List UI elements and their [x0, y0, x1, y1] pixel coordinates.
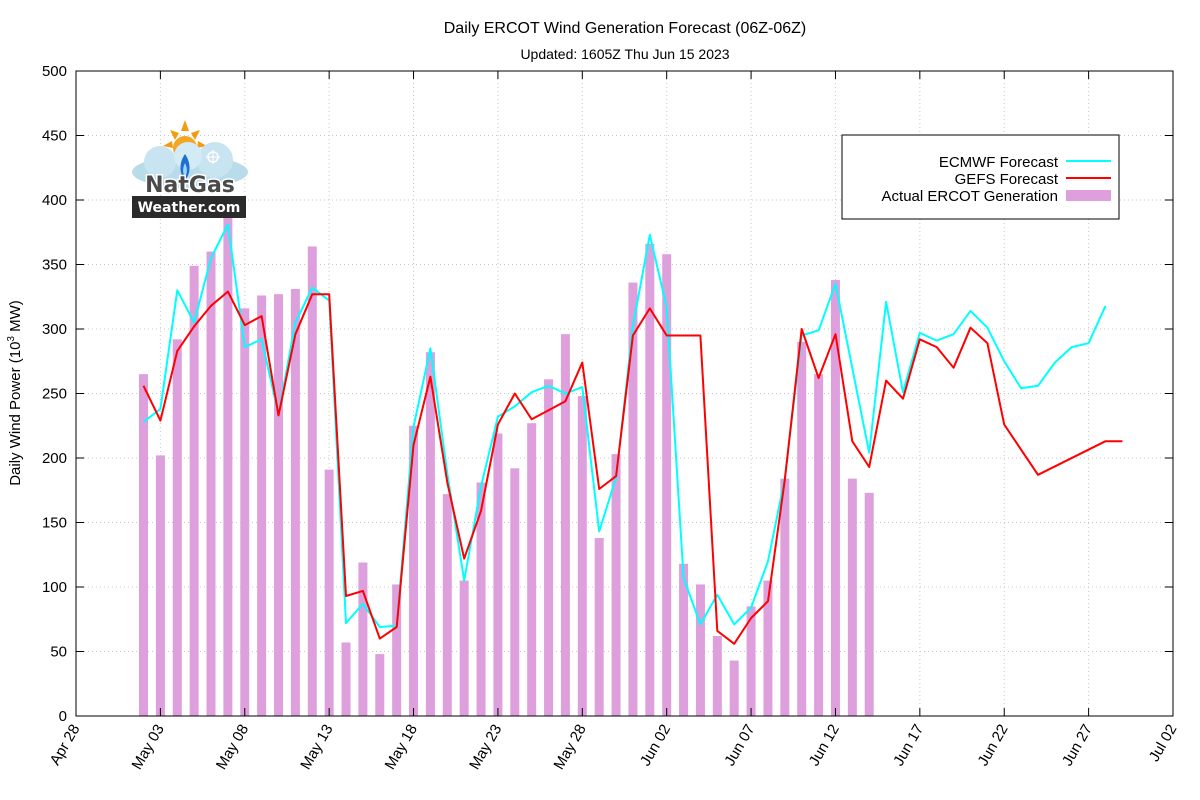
actual-generation-bar: [409, 425, 419, 716]
legend-swatch-actual: [1066, 190, 1111, 201]
x-tick-label: Jul 02: [1146, 722, 1181, 765]
x-tick-label: Jun 12: [806, 722, 843, 770]
actual-generation-bar: [240, 308, 250, 716]
ecmwf-forecast-line: [142, 223, 1107, 628]
actual-generation-bar: [695, 584, 705, 716]
legend: ECMWF Forecast GEFS Forecast Actual ERCO…: [841, 134, 1120, 220]
flame-icon: [180, 154, 190, 180]
x-tick-label: May 08: [213, 722, 252, 773]
y-tick-label: 50: [50, 644, 67, 661]
x-tick-label: May 28: [550, 722, 589, 773]
actual-generation-bar: [223, 212, 233, 716]
natgas-weather-logo: NatGas Weather.com: [132, 120, 248, 218]
actual-generation-bar: [290, 289, 300, 716]
x-tick-label: Jun 22: [974, 721, 1011, 769]
x-tick-label: Apr 28: [47, 722, 84, 769]
actual-generation-bar: [780, 478, 790, 716]
actual-generation-bar: [560, 334, 570, 716]
x-tick-label: Jun 07: [721, 722, 758, 770]
actual-generation-bar: [814, 374, 824, 716]
forecast-lines: [142, 223, 1123, 645]
actual-generation-bar: [189, 265, 199, 716]
logo-text-natgas: NatGas: [145, 173, 235, 198]
y-tick-label: 400: [42, 192, 67, 209]
y-tick-label: 150: [42, 515, 67, 532]
y-tick-label: 500: [42, 63, 67, 80]
legend-label-gefs: GEFS Forecast: [955, 171, 1059, 188]
actual-generation-bar: [662, 254, 672, 716]
x-tick-label: May 23: [466, 722, 505, 773]
y-axis-label-exponent: 3: [6, 336, 17, 342]
actual-generation-bar: [172, 339, 182, 716]
x-tick-label: May 03: [129, 722, 168, 773]
x-tick-label: May 18: [382, 722, 421, 773]
actual-generation-bar: [155, 455, 165, 716]
legend-label-ecmwf: ECMWF Forecast: [939, 154, 1059, 171]
actual-generation-bar: [679, 563, 689, 716]
y-axis: 0 50 100 150 200 250 300 350 400 450 500: [42, 63, 1173, 725]
snowflake-icon: [206, 150, 220, 164]
y-tick-label: 100: [42, 579, 67, 596]
actual-generation-bar: [527, 423, 537, 716]
y-tick-label: 300: [42, 321, 67, 338]
y-tick-label: 250: [42, 386, 67, 403]
actual-generation-bar: [442, 494, 452, 716]
actual-generation-bar: [341, 642, 351, 716]
y-tick-label: 350: [42, 257, 67, 274]
actual-generation-bar: [510, 468, 520, 716]
actual-generation-bar: [712, 636, 722, 716]
y-axis-label: Daily Wind Power (103 MW): [6, 300, 24, 486]
logo-banner: [132, 196, 246, 218]
actual-generation-bar: [830, 279, 840, 716]
actual-generation-bar: [392, 584, 402, 716]
actual-generation-bar: [324, 469, 334, 716]
logo-text-weather: Weather.com: [138, 200, 241, 216]
actual-generation-bar: [577, 396, 587, 716]
actual-generation-bar: [628, 282, 638, 716]
cloud-icon: [132, 142, 248, 188]
x-tick-label: Jun 02: [637, 722, 674, 770]
actual-generation-bar: [763, 580, 773, 716]
actual-generation-bar: [797, 341, 807, 716]
actual-generation-bar: [864, 492, 874, 716]
actual-generation-bar: [493, 433, 503, 716]
gefs-forecast-line: [142, 290, 1123, 645]
actual-generation-bar: [206, 251, 216, 716]
actual-generation-bar: [274, 294, 284, 716]
actual-generation-bar: [746, 606, 756, 716]
actual-generation-bar: [459, 580, 469, 716]
actual-generation-bar: [307, 246, 317, 716]
actual-generation-bar: [645, 243, 655, 717]
actual-generation-bar: [257, 295, 267, 716]
chart-subtitle: Updated: 1605Z Thu Jun 15 2023: [520, 46, 729, 62]
actual-generation-bar: [476, 482, 486, 716]
actual-generation-bar: [375, 654, 385, 716]
actual-generation-bar: [139, 374, 149, 716]
actual-generation-bar: [358, 562, 368, 716]
actual-generation-bar: [847, 478, 857, 716]
actual-generation-bar: [611, 454, 621, 716]
actual-generation-bar: [544, 379, 554, 716]
y-tick-label: 200: [42, 450, 67, 467]
x-tick-label: Jun 17: [890, 722, 927, 770]
actual-generation-bar: [729, 660, 739, 716]
y-tick-label: 450: [42, 128, 67, 145]
x-tick-label: Jun 27: [1059, 722, 1096, 770]
y-tick-label: 0: [59, 708, 67, 725]
actual-generation-bar: [425, 352, 435, 716]
x-tick-label: May 13: [297, 722, 336, 773]
legend-label-actual: Actual ERCOT Generation: [882, 188, 1058, 205]
actual-generation-bars: [139, 212, 874, 717]
actual-generation-bar: [594, 537, 604, 716]
chart-title: Daily ERCOT Wind Generation Forecast (06…: [444, 20, 806, 37]
